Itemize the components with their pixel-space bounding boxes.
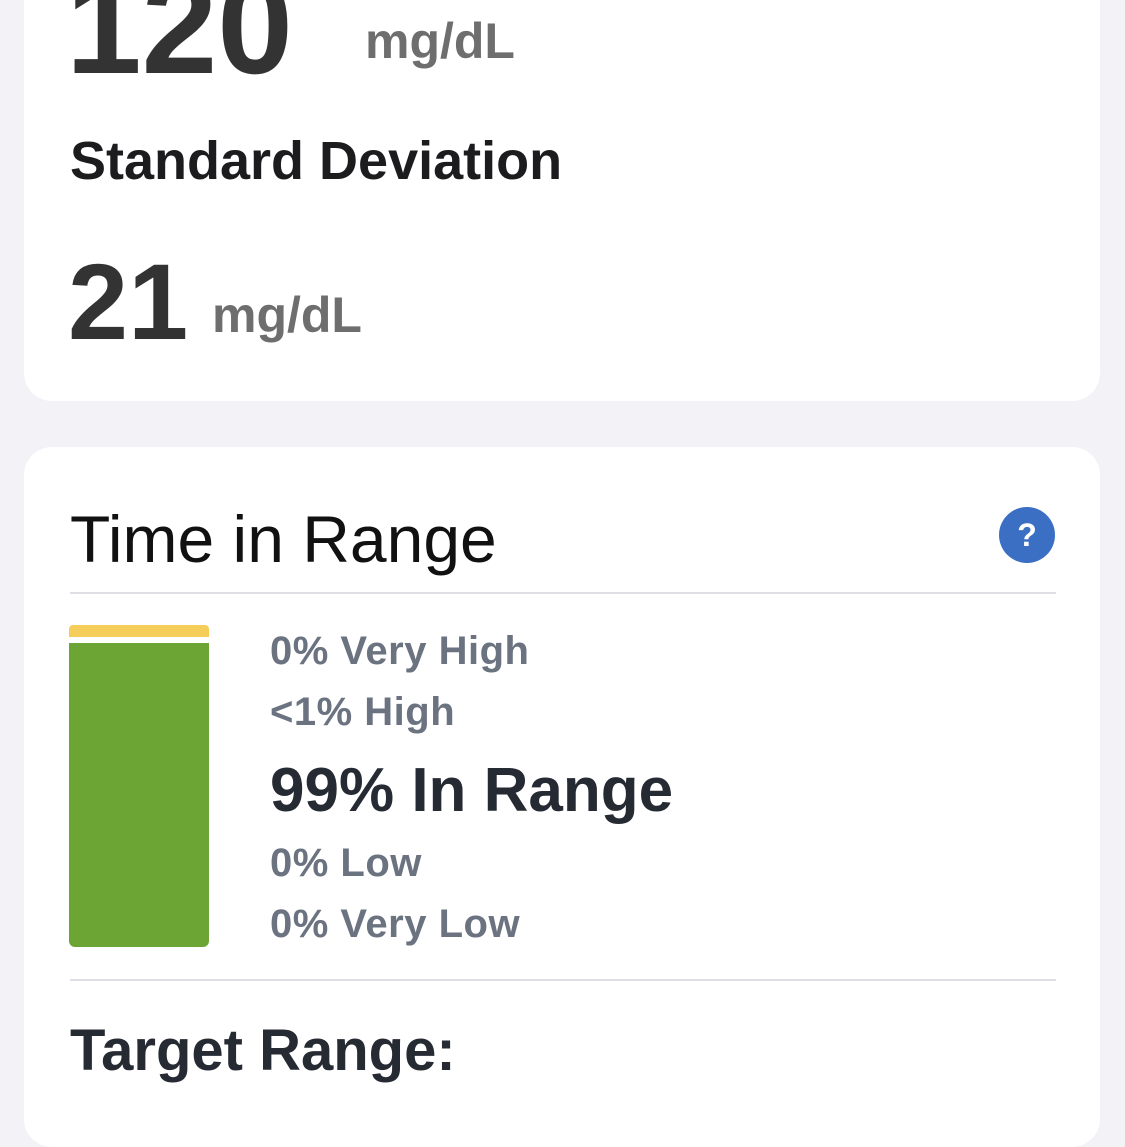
bar-high <box>69 625 209 637</box>
sd-title: Standard Deviation <box>70 131 563 191</box>
very-high-label: 0% Very High <box>270 629 530 673</box>
in-range-label: 99% In Range <box>270 756 674 825</box>
mean-unit: mg/dL <box>365 13 515 69</box>
sd-unit: mg/dL <box>212 287 362 343</box>
bar-in-range <box>69 643 209 947</box>
tir-title: Time in Range <box>70 502 497 576</box>
target-range-title: Target Range: <box>70 1018 456 1083</box>
low-label: 0% Low <box>270 841 422 885</box>
sd-value: 21 <box>68 241 189 362</box>
high-label: <1% High <box>270 690 456 734</box>
divider <box>70 592 1056 594</box>
divider <box>70 979 1056 981</box>
stats-card <box>24 0 1100 401</box>
screen: 120 mg/dL Standard Deviation 21 mg/dL Ti… <box>24 0 1100 1147</box>
help-button[interactable]: ? <box>999 507 1055 563</box>
mean-value: 120 <box>66 0 293 102</box>
very-low-label: 0% Very Low <box>270 902 521 946</box>
